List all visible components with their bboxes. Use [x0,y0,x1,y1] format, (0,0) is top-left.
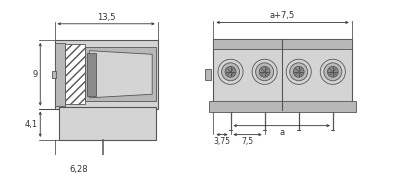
Bar [87,52,96,96]
Bar [55,43,65,106]
Text: 6,28: 6,28 [70,165,88,173]
Polygon shape [90,51,152,98]
Circle shape [328,66,338,77]
Text: 9: 9 [33,70,38,79]
Circle shape [222,63,240,81]
Circle shape [286,59,311,84]
Text: 4,1: 4,1 [25,120,38,129]
Circle shape [218,59,243,84]
Text: a+7,5: a+7,5 [270,11,295,20]
Circle shape [225,66,236,77]
Bar [209,101,356,112]
Bar [59,107,156,140]
Text: 7,5: 7,5 [242,137,254,146]
Bar [205,69,211,80]
Bar [55,40,158,109]
Bar [85,47,156,101]
Circle shape [256,63,274,81]
Circle shape [290,63,308,81]
Circle shape [259,66,270,77]
Text: 3,75: 3,75 [214,137,230,146]
Bar [65,44,85,104]
Circle shape [324,63,342,81]
Text: a: a [279,128,284,137]
Circle shape [252,59,277,84]
Bar [214,39,352,49]
Text: 13,5: 13,5 [97,12,115,22]
Circle shape [293,66,304,77]
Bar [52,71,56,78]
Circle shape [320,59,345,84]
Bar [214,39,352,110]
